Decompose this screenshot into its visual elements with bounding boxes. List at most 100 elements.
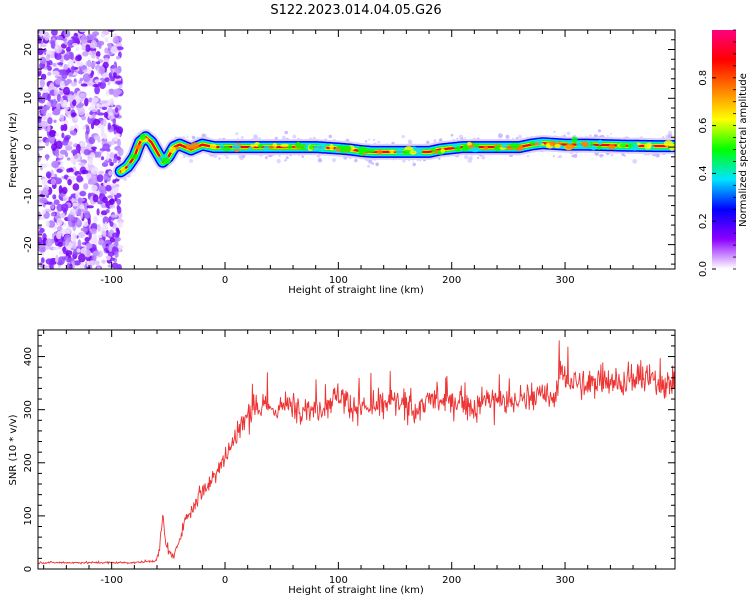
ridge-blob: [395, 149, 404, 155]
noise-speckle: [61, 203, 69, 212]
noise-speckle: [91, 166, 99, 175]
ridge-blob: [529, 141, 536, 146]
noise-speckle: [47, 220, 56, 228]
noise-speckle: [102, 118, 107, 127]
spectrum-speckle: [558, 154, 562, 159]
spectrum-speckle: [552, 155, 555, 158]
noise-speckle: [56, 231, 62, 240]
ridge-blob: [619, 143, 627, 148]
noise-speckle: [97, 224, 101, 232]
noise-speckle: [75, 47, 79, 52]
noise-speckle: [41, 177, 49, 187]
noise-speckle: [38, 244, 46, 248]
noise-speckle: [63, 106, 70, 110]
noise-speckle: [97, 124, 105, 129]
spectrum-speckle: [253, 135, 259, 141]
spectrum-speckle: [412, 162, 416, 167]
spectrum-speckle: [526, 155, 530, 158]
noise-speckle: [112, 118, 116, 125]
noise-speckle: [54, 177, 62, 185]
noise-speckle: [96, 61, 101, 65]
noise-speckle: [44, 31, 50, 41]
noise-speckle: [63, 54, 70, 61]
noise-speckle: [56, 104, 61, 109]
noise-speckle: [85, 242, 93, 249]
ridge-blob: [222, 146, 231, 152]
noise-speckle: [103, 173, 109, 181]
noise-speckle: [65, 250, 73, 256]
spectrum-speckle: [408, 140, 413, 145]
spectrum-speckle: [456, 137, 459, 140]
noise-speckle: [61, 186, 68, 194]
noise-speckle: [61, 71, 68, 80]
x-tick-label: -100: [100, 275, 123, 286]
noise-speckle: [116, 198, 122, 205]
noise-speckle: [81, 45, 86, 51]
noise-speckle: [47, 72, 52, 76]
noise-speckle: [56, 93, 62, 102]
noise-speckle: [52, 62, 57, 67]
spectrum-speckle: [218, 157, 221, 160]
noise-speckle: [62, 99, 68, 107]
noise-speckle: [53, 119, 57, 124]
ridge-blob: [581, 141, 589, 147]
noise-speckle: [107, 195, 114, 199]
noise-speckle: [80, 83, 88, 87]
ridge-blob: [571, 136, 578, 144]
noise-speckle: [105, 208, 110, 214]
noise-speckle: [62, 246, 67, 255]
spectrum-speckle: [317, 158, 323, 163]
spectrum-speckle: [240, 136, 244, 139]
y-tick-label: 100: [23, 506, 34, 525]
noise-speckle: [100, 156, 105, 161]
spectrum-speckle: [467, 158, 473, 163]
spectrum-speckle: [450, 133, 454, 137]
noise-speckle: [111, 262, 119, 269]
y-tick-label: 0: [23, 144, 34, 150]
colorbar-tick-label: 0.8: [698, 70, 709, 86]
noise-speckle: [84, 236, 90, 243]
noise-speckle: [50, 40, 56, 49]
noise-speckle: [92, 97, 99, 103]
noise-speckle: [71, 149, 79, 155]
noise-speckle: [39, 197, 48, 204]
noise-speckle: [45, 154, 49, 161]
ridge-blob: [257, 144, 263, 149]
x-tick-label: 0: [222, 275, 228, 286]
snr-ylabel: SNR (10 * v/v): [8, 414, 19, 485]
noise-speckle: [102, 143, 110, 151]
spectrum-speckle: [426, 140, 430, 144]
noise-speckle: [110, 65, 116, 69]
noise-speckle: [112, 158, 118, 164]
spectrum-speckle: [498, 133, 503, 139]
noise-speckle: [114, 239, 119, 248]
spectrum-speckle: [285, 156, 289, 160]
x-tick-label: 300: [556, 275, 575, 286]
noise-speckle: [40, 107, 47, 115]
spectrogram-ylabel: Frequency (Hz): [8, 112, 19, 188]
noise-speckle: [39, 216, 46, 220]
ridge-blob: [329, 143, 334, 151]
ridge-blob: [462, 145, 469, 151]
ridge-blob: [564, 143, 575, 150]
noise-speckle: [39, 56, 46, 64]
noise-speckle: [43, 264, 49, 269]
spectrum-speckle: [368, 138, 371, 141]
ridge-blob: [545, 142, 550, 149]
noise-speckle: [67, 214, 75, 222]
noise-speckle: [108, 244, 113, 253]
noise-speckle: [84, 97, 89, 107]
noise-speckle: [100, 33, 106, 38]
noise-speckle: [72, 183, 80, 191]
noise-speckle: [96, 174, 104, 183]
noise-speckle: [63, 86, 70, 95]
spectrum-speckle: [610, 132, 613, 135]
spectrogram-frame: [37, 29, 676, 270]
noise-speckle: [97, 82, 102, 87]
y-tick-label: 0: [23, 566, 34, 572]
noise-speckle: [45, 138, 51, 143]
spectrum-speckle: [602, 154, 604, 157]
ridge-blob: [402, 149, 413, 155]
noise-speckle: [85, 113, 90, 118]
